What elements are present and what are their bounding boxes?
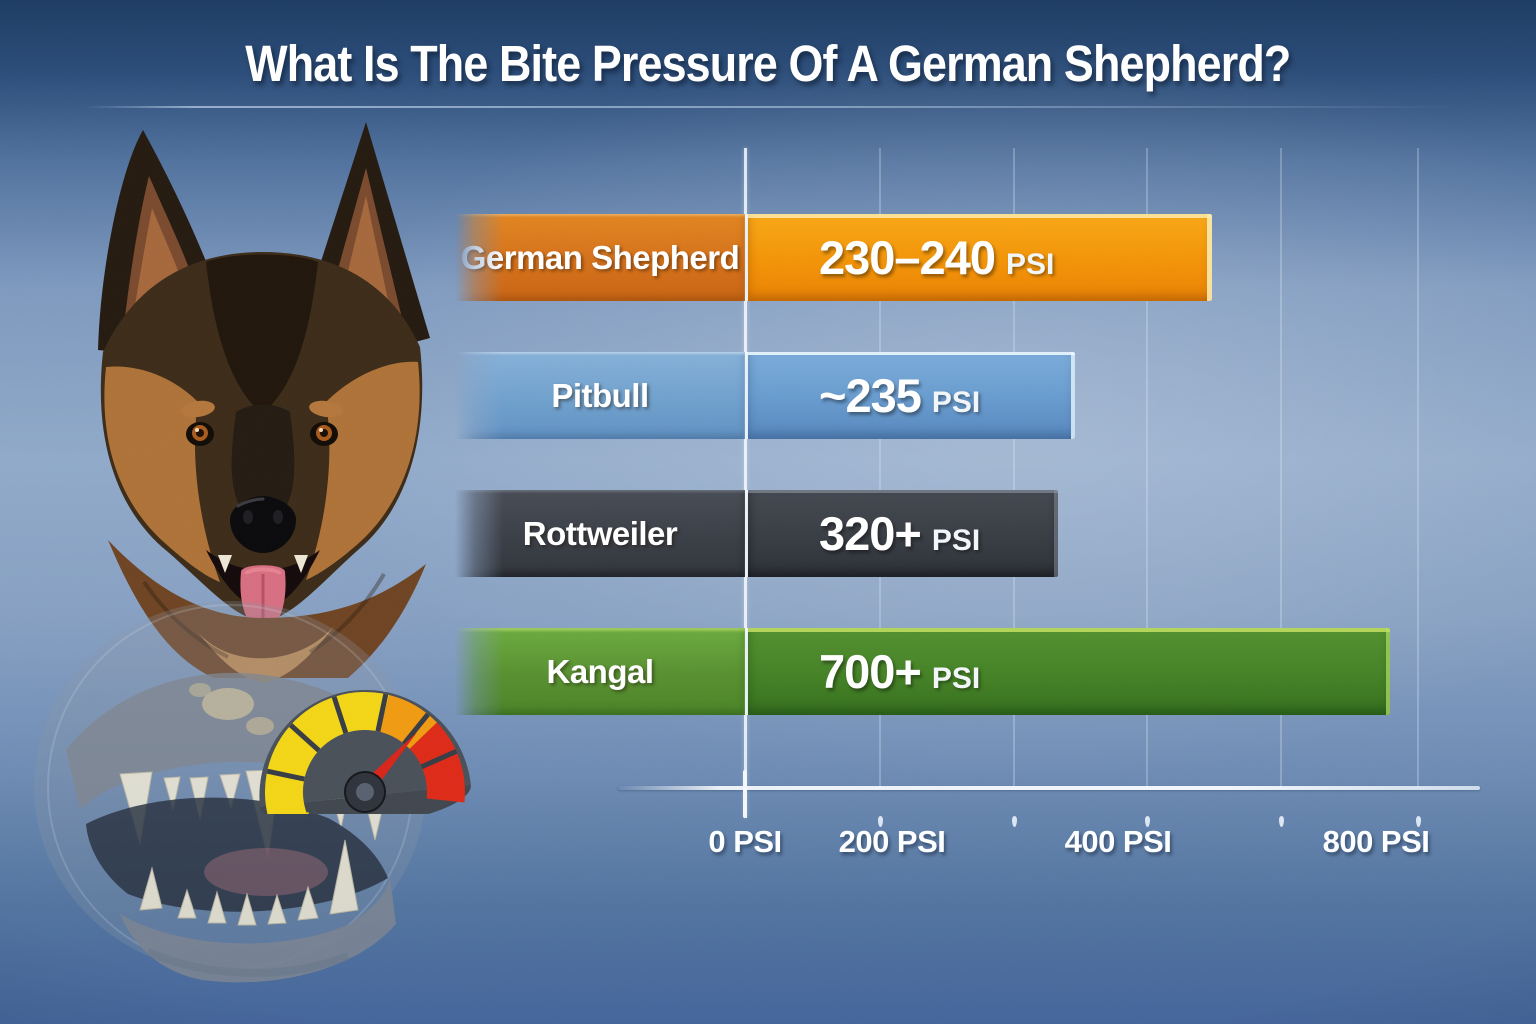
bar-label-rottweiler: Rottweiler bbox=[522, 514, 678, 552]
x-axis-label-0psi: 0 PSI bbox=[708, 824, 782, 859]
dog-eye-left bbox=[186, 422, 214, 446]
bar-rottweiler: Rottweiler 320+ PSI bbox=[455, 490, 1058, 577]
x-axis-label-800psi: 800 PSI bbox=[1322, 824, 1430, 859]
bar-unit-kangal: PSI bbox=[931, 662, 981, 695]
x-axis-dot bbox=[1012, 816, 1017, 827]
x-axis-line bbox=[618, 786, 1480, 790]
bar-pitbull: Pitbull ~235 PSI bbox=[455, 352, 1075, 439]
bar-value-pitbull: ~235 bbox=[819, 369, 922, 422]
bar-german-shepherd: German Shepherd 230–240 PSI bbox=[455, 214, 1212, 301]
bar-label-kangal: Kangal bbox=[546, 652, 654, 690]
title-separator bbox=[85, 106, 1457, 108]
x-axis-tick-0 bbox=[743, 770, 747, 818]
page-title: What Is The Bite Pressure Of A German Sh… bbox=[245, 35, 1291, 92]
x-axis-dot bbox=[1279, 816, 1284, 827]
bar-unit-pitbull: PSI bbox=[931, 386, 981, 419]
bar-unit-german-shepherd: PSI bbox=[1005, 248, 1055, 281]
bar-kangal: Kangal 700+ PSI bbox=[455, 628, 1390, 715]
bar-value-rottweiler: 320+ bbox=[819, 507, 922, 560]
bar-label-pitbull: Pitbull bbox=[551, 376, 649, 414]
x-axis-label-200psi: 200 PSI bbox=[838, 824, 946, 859]
bar-value-german-shepherd: 230–240 bbox=[819, 231, 996, 284]
gridline-5 bbox=[1417, 148, 1419, 788]
x-axis-label-400psi: 400 PSI bbox=[1064, 824, 1172, 859]
pressure-gauge-icon bbox=[259, 689, 471, 814]
bar-value-kangal: 700+ bbox=[819, 645, 922, 698]
bar-label-german-shepherd: German Shepherd bbox=[460, 238, 740, 276]
bar-unit-rottweiler: PSI bbox=[931, 524, 981, 557]
dog-eye-right bbox=[310, 422, 338, 446]
